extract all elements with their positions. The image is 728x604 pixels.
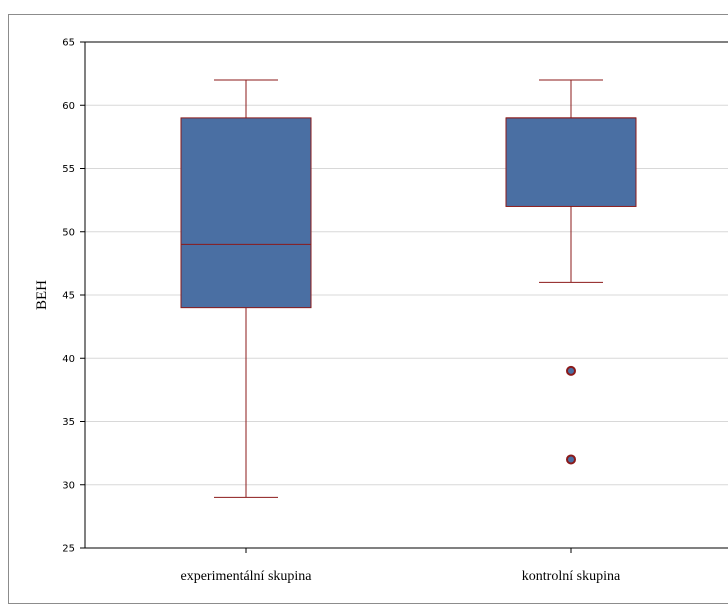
y-tick-label: 25 (62, 544, 75, 555)
y-axis-title: BEH (34, 280, 50, 310)
y-tick-label: 50 (62, 227, 75, 238)
boxes (180, 79, 637, 498)
y-tick-label: 40 (62, 354, 75, 365)
y-tick-label: 60 (62, 101, 75, 112)
y-tick-label: 65 (62, 38, 75, 49)
iqr-box (505, 117, 637, 207)
outlier-point (566, 365, 576, 376)
axes (80, 41, 728, 553)
box-group (505, 79, 637, 465)
y-tick-labels: 25 30 35 40 45 50 55 60 65 (62, 38, 75, 555)
outlier-point (566, 454, 576, 465)
y-tick-label: 55 (62, 164, 75, 175)
category-label: kontrolní skupina (522, 569, 621, 584)
y-tick-label: 35 (62, 417, 75, 428)
chart-frame (8, 14, 728, 604)
box-group (180, 79, 312, 498)
y-tick-label: 30 (62, 480, 75, 491)
category-label: experimentální skupina (180, 569, 312, 584)
category-labels: experimentální skupina kontrolní skupina (180, 569, 620, 584)
iqr-box (180, 117, 312, 309)
y-tick-label: 45 (62, 291, 75, 302)
box-plot-chart: 25 30 35 40 45 50 55 60 65 experimentální skupin… (34, 38, 728, 584)
